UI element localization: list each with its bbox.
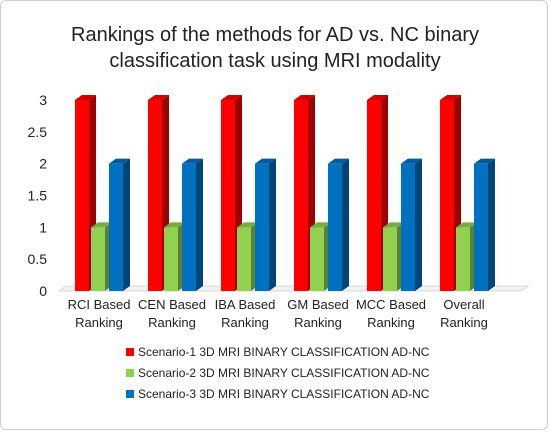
- bar-top-face: [440, 95, 461, 100]
- bar-side-face: [415, 158, 422, 291]
- bar-front-face: [474, 163, 488, 291]
- legend-item-1: Scenario-1 3D MRI BINARY CLASSIFICATION …: [126, 345, 430, 359]
- bar-3-4: [328, 158, 349, 291]
- x-category-label: MCC Based: [356, 297, 426, 312]
- bar-1-2: [148, 95, 169, 291]
- legend-label: Scenario-3 3D MRI BINARY CLASSIFICATION …: [138, 387, 430, 401]
- bar-front-face: [456, 227, 470, 291]
- x-category-label: CEN Based: [138, 297, 206, 312]
- bar-front-face: [182, 163, 196, 291]
- legend-label: Scenario-1 3D MRI BINARY CLASSIFICATION …: [138, 345, 430, 359]
- bar-front-face: [221, 100, 235, 291]
- bar-front-face: [75, 100, 89, 291]
- x-category-label: GM Based: [287, 297, 348, 312]
- bar-top-face: [310, 222, 331, 228]
- bar-top-face: [328, 158, 349, 164]
- bar-front-face: [148, 100, 162, 291]
- bar-top-face: [221, 95, 242, 100]
- legend-swatch: [126, 369, 134, 377]
- bar-top-face: [75, 95, 96, 100]
- legend-label: Scenario-2 3D MRI BINARY CLASSIFICATION …: [138, 366, 430, 380]
- x-category-label: Ranking: [75, 315, 123, 330]
- bar-front-face: [367, 100, 381, 291]
- y-tick-label: 0.5: [28, 251, 48, 267]
- bar-top-face: [148, 95, 169, 100]
- bar-front-face: [440, 100, 454, 291]
- bar-front-face: [310, 227, 324, 291]
- x-category-label: Overall: [443, 297, 484, 312]
- bar-2-6: [456, 222, 477, 291]
- bar-front-face: [255, 163, 269, 291]
- bar-2-4: [310, 222, 331, 291]
- bar-top-face: [367, 95, 388, 100]
- bar-top-face: [91, 222, 112, 228]
- bar-1-6: [440, 95, 461, 291]
- chart-title-line-2: classification task using MRI modality: [109, 50, 440, 72]
- chart-title-line-1: Rankings of the methods for AD vs. NC bi…: [71, 24, 479, 46]
- bar-top-face: [255, 158, 276, 164]
- bar-3-2: [182, 158, 203, 291]
- bar-front-face: [109, 163, 123, 291]
- category-labels: RCI Based Ranking CEN Based Ranking IBA Base…: [68, 297, 488, 330]
- x-category-label: Ranking: [294, 315, 342, 330]
- bar-front-face: [91, 227, 105, 291]
- bar-side-face: [342, 158, 349, 291]
- bar-top-face: [456, 222, 477, 228]
- bar-1-1: [75, 95, 96, 291]
- legend-item-3: Scenario-3 3D MRI BINARY CLASSIFICATION …: [126, 387, 430, 401]
- y-tick-label: 1: [39, 219, 47, 235]
- y-tick-label: 3: [39, 92, 47, 108]
- bar-3-3: [255, 158, 276, 291]
- bars: [75, 95, 495, 291]
- bar-top-face: [182, 158, 203, 164]
- x-category-label: Ranking: [440, 315, 488, 330]
- legend-swatch: [126, 390, 134, 398]
- bar-side-face: [123, 158, 130, 291]
- bar-top-face: [401, 158, 422, 164]
- x-category-label: RCI Based: [68, 297, 131, 312]
- x-category-label: Ranking: [221, 315, 269, 330]
- bar-top-face: [237, 222, 258, 228]
- bar-top-face: [164, 222, 185, 228]
- bar-front-face: [328, 163, 342, 291]
- x-category-label: Ranking: [148, 315, 196, 330]
- legend: Scenario-1 3D MRI BINARY CLASSIFICATION …: [126, 345, 430, 401]
- bar-2-3: [237, 222, 258, 291]
- bar-top-face: [474, 158, 495, 164]
- bar-side-face: [196, 158, 203, 291]
- bar-top-face: [383, 222, 404, 228]
- bar-2-1: [91, 222, 112, 291]
- y-tick-label: 0: [39, 283, 47, 299]
- x-category-label: IBA Based: [215, 297, 276, 312]
- bar-side-face: [269, 158, 276, 291]
- bar-3-1: [109, 158, 130, 291]
- x-category-label: Ranking: [367, 315, 415, 330]
- bar-2-5: [383, 222, 404, 291]
- bar-front-face: [383, 227, 397, 291]
- legend-swatch: [126, 348, 134, 356]
- y-tick-label: 1.5: [28, 188, 48, 204]
- bar-front-face: [294, 100, 308, 291]
- y-tick-label: 2: [39, 156, 47, 172]
- y-tick-label: 2.5: [28, 124, 48, 140]
- bar-top-face: [294, 95, 315, 100]
- bar-2-2: [164, 222, 185, 291]
- bar-top-face: [109, 158, 130, 164]
- bar-side-face: [488, 158, 495, 291]
- bar-front-face: [164, 227, 178, 291]
- bar-front-face: [237, 227, 251, 291]
- bar-3-5: [401, 158, 422, 291]
- bar-front-face: [401, 163, 415, 291]
- legend-item-2: Scenario-2 3D MRI BINARY CLASSIFICATION …: [126, 366, 430, 380]
- bar-3-6: [474, 158, 495, 291]
